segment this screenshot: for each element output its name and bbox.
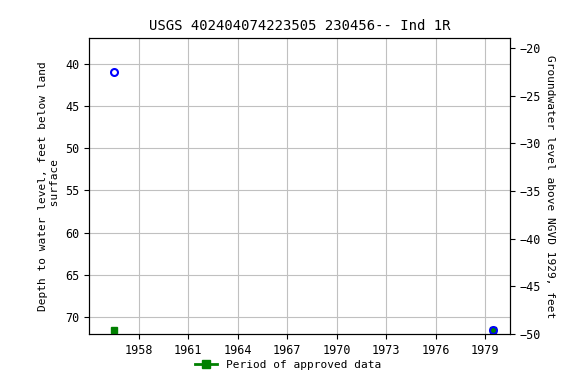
Title: USGS 402404074223505 230456-- Ind 1R: USGS 402404074223505 230456-- Ind 1R — [149, 19, 450, 33]
Y-axis label: Depth to water level, feet below land
 surface: Depth to water level, feet below land su… — [38, 61, 60, 311]
Y-axis label: Groundwater level above NGVD 1929, feet: Groundwater level above NGVD 1929, feet — [545, 55, 555, 318]
Legend: Period of approved data: Period of approved data — [191, 356, 385, 375]
